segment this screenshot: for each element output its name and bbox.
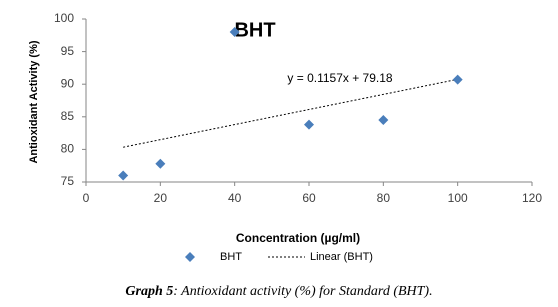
x-tick-label: 20 [154, 191, 168, 205]
x-tick-label: 40 [228, 191, 242, 205]
point [155, 158, 166, 169]
x-tick-label: 0 [83, 191, 90, 205]
caption-text: : Antioxidant activity (%) for Standard … [173, 284, 432, 299]
legend-label: BHT [220, 251, 242, 263]
x-tick-label: 60 [302, 191, 316, 205]
x-axis-title: Concentration (µg/ml) [236, 231, 360, 245]
y-tick-label: 100 [54, 11, 74, 25]
point [118, 170, 129, 181]
x-tick-label: 100 [448, 191, 468, 205]
legend-marker [185, 252, 195, 262]
caption: Graph 5: Antioxidant activity (%) for St… [125, 284, 432, 299]
y-tick-label: 90 [61, 76, 75, 90]
y-tick-label: 80 [61, 142, 75, 156]
point [229, 27, 240, 38]
caption-label: Graph 5 [125, 284, 173, 299]
y-axis-title: Antioxidant Activity (%) [28, 40, 40, 163]
point [304, 119, 314, 130]
trendline [123, 78, 458, 148]
chart-title: BHT [234, 19, 275, 41]
y-tick-label: 95 [61, 44, 75, 58]
y-tick-label: 75 [61, 174, 75, 188]
legend-label: Linear (BHT) [310, 251, 373, 263]
x-tick-label: 80 [377, 191, 391, 205]
x-tick-label: 120 [522, 191, 542, 205]
point [452, 74, 463, 85]
trendline-equation: y = 0.1157x + 79.18 [287, 71, 393, 85]
y-tick-label: 85 [61, 109, 75, 123]
point [378, 115, 389, 126]
